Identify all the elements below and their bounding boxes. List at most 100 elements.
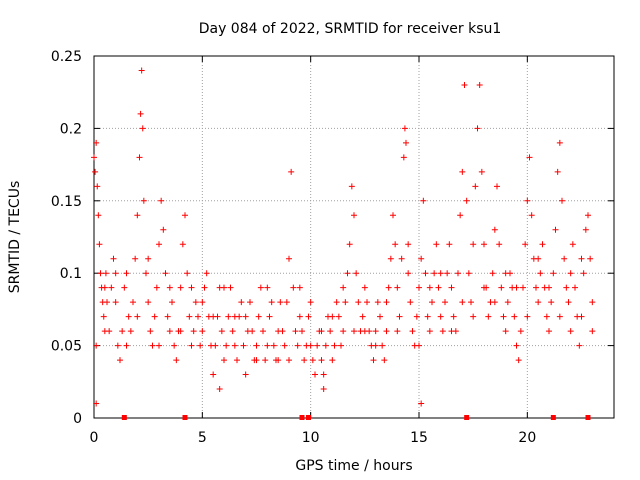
data-point (166, 328, 173, 335)
data-point (353, 270, 360, 277)
data-point (567, 328, 574, 335)
data-point (569, 241, 576, 248)
data-point (572, 284, 578, 291)
data-point (401, 125, 408, 132)
data-point (513, 284, 520, 291)
data-point (329, 357, 336, 364)
data-point (156, 342, 162, 349)
data-point (448, 284, 455, 291)
x-tick-label: 20 (518, 430, 536, 446)
data-point (283, 299, 290, 306)
data-point (195, 313, 201, 320)
data-point (275, 357, 282, 364)
data-point (348, 183, 355, 190)
data-point (253, 357, 260, 364)
data-point (498, 284, 505, 291)
data-point (218, 328, 225, 335)
data-point (433, 241, 440, 248)
data-point (93, 400, 100, 407)
data-point (405, 241, 412, 248)
x-tick-label: 15 (410, 430, 428, 446)
data-point (249, 328, 256, 335)
data-point (470, 313, 477, 320)
data-point (413, 313, 420, 320)
data-point (394, 328, 401, 335)
data-point (513, 342, 520, 349)
y-tick-label: 0.25 (51, 49, 82, 65)
data-point (305, 313, 312, 320)
data-point (242, 313, 249, 320)
data-point (559, 197, 565, 204)
data-point (145, 299, 152, 306)
data-point (463, 197, 470, 204)
data-point (537, 270, 544, 277)
data-point (578, 313, 585, 320)
data-point (257, 284, 264, 291)
data-point (318, 357, 325, 364)
data-point (459, 299, 466, 306)
plot-frame (93, 55, 615, 419)
data-point (94, 183, 101, 190)
data-point (548, 299, 555, 306)
data-point (418, 255, 425, 262)
data-point (383, 328, 390, 335)
data-point (405, 270, 412, 277)
data-point (143, 270, 149, 277)
data-point (199, 328, 206, 335)
data-point (166, 284, 173, 291)
data-point (474, 125, 481, 132)
data-point (318, 328, 325, 335)
data-point (234, 357, 240, 364)
data-point (255, 313, 262, 320)
data-point (478, 168, 485, 175)
data-point (182, 212, 188, 219)
data-point (177, 284, 184, 291)
data-point (137, 110, 144, 117)
data-point (407, 299, 414, 306)
data-point (556, 313, 563, 320)
data-point (533, 284, 539, 291)
data-point (381, 357, 388, 364)
data-point (158, 197, 165, 204)
data-point (517, 328, 524, 335)
data-point (192, 299, 199, 306)
data-point (554, 168, 561, 175)
data-point (296, 284, 303, 291)
baseline-marker (585, 415, 591, 420)
data-point (416, 342, 422, 349)
data-point (392, 241, 399, 248)
data-point (491, 299, 498, 306)
data-point (312, 371, 318, 378)
data-point (448, 328, 455, 335)
data-point (565, 299, 572, 306)
data-point (286, 255, 292, 262)
data-point (162, 270, 169, 277)
data-point (351, 212, 357, 219)
data-point (372, 328, 379, 335)
y-axis-label: SRMTID / TECUs (7, 181, 23, 294)
data-point (123, 342, 130, 349)
data-point (253, 342, 260, 349)
data-point (188, 284, 195, 291)
data-point (396, 313, 403, 320)
data-point (346, 241, 353, 248)
data-point (100, 313, 107, 320)
data-point (372, 342, 379, 349)
data-point (169, 299, 175, 306)
data-point (97, 270, 104, 277)
data-point (279, 328, 286, 335)
data-point (91, 154, 97, 161)
data-point (459, 168, 466, 175)
data-point (320, 371, 327, 378)
data-point (307, 342, 314, 349)
data-point (500, 313, 507, 320)
data-point (95, 212, 102, 219)
data-point (184, 270, 191, 277)
y-tick-label: 0.15 (51, 194, 82, 210)
data-point (511, 313, 518, 320)
data-point (314, 342, 321, 349)
data-point (485, 313, 492, 320)
data-point (338, 342, 344, 349)
data-point (444, 270, 451, 277)
